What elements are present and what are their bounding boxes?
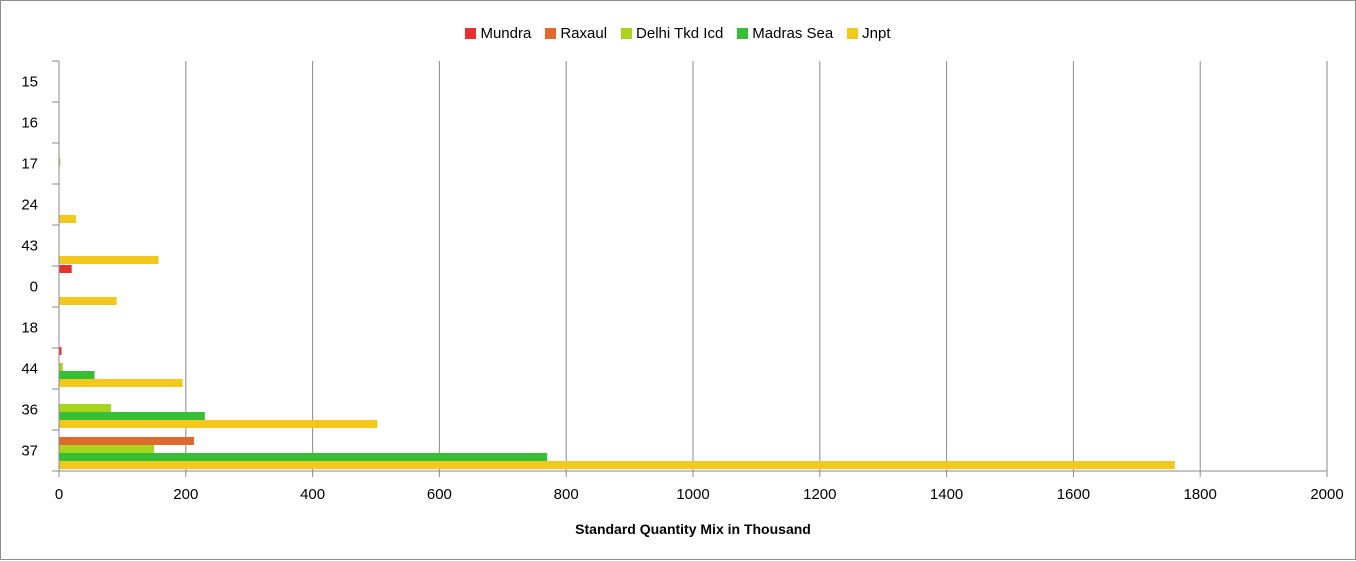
bar (59, 453, 548, 461)
legend-item: Jnpt (847, 25, 891, 42)
bar (59, 412, 205, 420)
legend-label: Mundra (480, 25, 532, 42)
x-tick-label: 1800 (1184, 486, 1217, 503)
x-tick-label: 1000 (676, 486, 709, 503)
legend-swatch (545, 28, 557, 39)
y-tick-label: 0 (30, 279, 38, 296)
legend-swatch (737, 28, 749, 39)
bar (59, 158, 61, 166)
legend-label: Delhi Tkd Icd (636, 25, 724, 42)
legend-swatch (465, 28, 477, 39)
x-tick-label: 0 (55, 486, 63, 503)
y-tick-label: 15 (21, 74, 38, 91)
bar (59, 371, 95, 379)
bar (59, 404, 111, 412)
bar (59, 256, 159, 264)
legend-label: Madras Sea (752, 25, 834, 42)
x-tick-label: 1200 (803, 486, 836, 503)
legend-label: Jnpt (862, 25, 891, 42)
y-tick-label: 37 (21, 443, 38, 460)
legend-swatch (847, 28, 859, 39)
x-tick-label: 400 (300, 486, 325, 503)
x-tick-label: 200 (173, 486, 198, 503)
x-tick-label: 2000 (1310, 486, 1343, 503)
y-tick-label: 17 (21, 156, 38, 173)
legend: Mundra Raxaul Delhi Tkd Icd Madras Sea Jnpt (1, 25, 1355, 42)
legend-item: Mundra (465, 25, 531, 42)
x-tick-label: 1600 (1057, 486, 1090, 503)
bar (59, 265, 72, 273)
x-axis-title: Standard Quantity Mix in Thousand (575, 521, 811, 537)
x-tick-label: 800 (554, 486, 579, 503)
legend-item: Delhi Tkd Icd (621, 25, 723, 42)
y-tick-label: 43 (21, 238, 38, 255)
y-tick-label: 16 (21, 115, 38, 132)
bar (59, 420, 378, 428)
bar (59, 379, 183, 387)
legend-swatch (621, 28, 633, 39)
bar (59, 347, 62, 355)
bar (59, 297, 117, 305)
bar (59, 461, 1175, 469)
y-tick-label: 24 (21, 197, 38, 214)
bar (59, 363, 63, 371)
x-tick-label: 1400 (930, 486, 963, 503)
y-tick-label: 36 (21, 402, 38, 419)
legend-item: Raxaul (545, 25, 607, 42)
bar (59, 445, 155, 453)
y-tick-label: 18 (21, 320, 38, 337)
x-tick-label: 600 (427, 486, 452, 503)
bar (59, 437, 195, 445)
y-tick-label: 44 (21, 361, 38, 378)
legend-label: Raxaul (560, 25, 608, 42)
legend-item: Madras Sea (737, 25, 833, 42)
bar (59, 215, 77, 223)
